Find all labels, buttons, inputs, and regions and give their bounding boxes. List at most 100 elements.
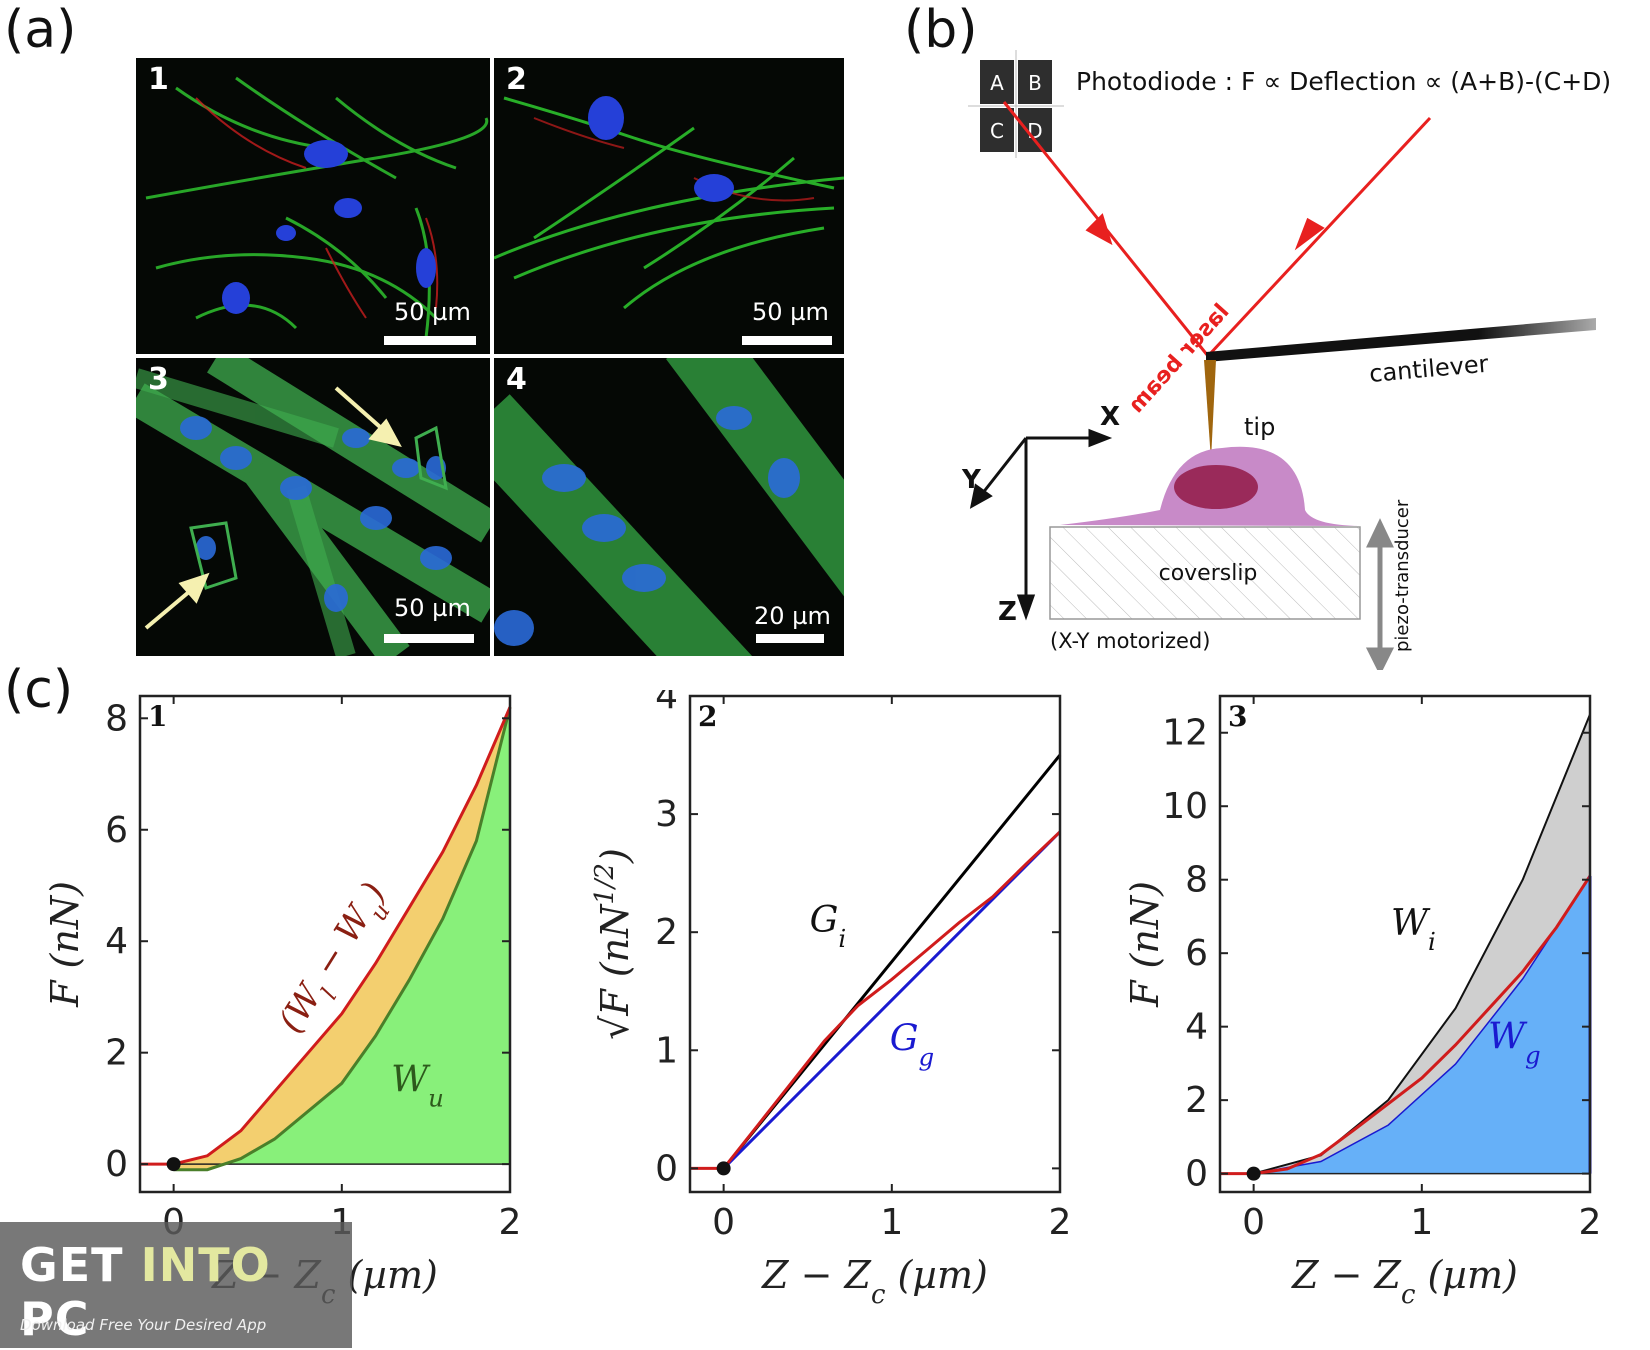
watermark-subtitle: Download Free Your Desired App	[20, 1316, 267, 1334]
cantilever-label: cantilever	[1368, 350, 1490, 388]
contact-point	[166, 1157, 181, 1172]
photodiode: A B C D	[968, 50, 1064, 158]
annotation-wi: Wi	[1391, 903, 1436, 956]
x-tick-label: 1	[880, 1202, 903, 1243]
x-axis-label: Z − Zc (µm)	[1291, 1253, 1518, 1310]
plot-number: 3	[1228, 700, 1247, 733]
y-tick-label: 4	[1185, 1007, 1208, 1048]
y-tick-label: 3	[655, 794, 678, 835]
y-tick-label: 6	[105, 810, 128, 851]
x-tick-label: 1	[1410, 1202, 1433, 1243]
scale-bar-label: 20 µm	[754, 602, 831, 630]
coverslip-label: coverslip	[1159, 561, 1258, 586]
y-tick-label: 4	[105, 921, 128, 962]
contact-point	[716, 1161, 731, 1176]
y-axis-label: F (nN)	[43, 881, 87, 1008]
contact-point	[1246, 1166, 1261, 1181]
y-tick-label: 4	[655, 690, 678, 717]
watermark-logo: GET INTO PC Download Free Your Desired A…	[0, 1222, 352, 1348]
scale-bar	[384, 634, 474, 643]
micrograph-1: 1 50 µm	[136, 58, 490, 354]
area-wg	[1253, 876, 1590, 1174]
fibroblast-image	[145, 76, 489, 339]
plot-2: 2 0 1 2 0 1 2 3 4 Z − Zc (µm) √F (nN1/2) Gi Gg	[590, 690, 1072, 1310]
y-tick-label: 2	[655, 912, 678, 953]
data-curve	[1220, 875, 1592, 1176]
annotation-gi: Gi	[810, 900, 847, 953]
y-tick-label: 6	[1185, 933, 1208, 974]
nucleus	[1174, 465, 1258, 509]
annotation-gg: Gg	[890, 1018, 934, 1070]
micrograph-number: 3	[148, 362, 169, 397]
axis-y-label: Y	[961, 465, 982, 495]
y-axis-label: √F (nN1/2)	[590, 848, 637, 1040]
scale-bar-label: 50 µm	[394, 298, 471, 326]
piezo-arrow	[1365, 518, 1395, 670]
piezo-label: piezo-transducer	[1392, 499, 1413, 652]
quadrant-a: A	[990, 71, 1004, 95]
data-curve	[690, 830, 1062, 1170]
micrograph-number: 2	[506, 62, 527, 97]
cantilever	[1206, 318, 1596, 362]
scale-bar	[742, 336, 832, 345]
y-tick-label: 2	[105, 1033, 128, 1074]
myotube-image	[136, 358, 490, 656]
area-under-unloading	[173, 707, 510, 1170]
micrograph-2: 2 50 µm	[494, 58, 844, 354]
scale-bar	[384, 336, 476, 345]
annotation-wu: Wu	[391, 1060, 444, 1113]
quadrant-c: C	[990, 119, 1004, 143]
axis-z-label: Z	[998, 597, 1017, 627]
fibroblast-image	[494, 96, 844, 310]
y-tick-label: 0	[105, 1144, 128, 1185]
coverslip	[1049, 526, 1361, 620]
y-tick-label: 0	[1185, 1154, 1208, 1195]
x-tick-label: 2	[1049, 1202, 1072, 1243]
micrograph-number: 1	[148, 62, 169, 97]
x-tick-label: 0	[712, 1202, 735, 1243]
panel-c-label: (c)	[4, 660, 74, 720]
y-tick-label: 8	[105, 698, 128, 739]
plot-1: 101202468Z − Zc (µm)F (nN)(Wl − Wu)Wu	[43, 694, 522, 1310]
myotube-image	[494, 358, 844, 656]
plot-frame	[138, 694, 512, 1194]
y-tick-label: 10	[1162, 786, 1208, 827]
y-axis-label: F (nN)	[1123, 881, 1167, 1008]
x-tick-label: 0	[1242, 1202, 1265, 1243]
plot-frame	[688, 694, 1062, 1194]
axis-x-label: X	[1100, 402, 1120, 432]
line-wg	[1253, 875, 1591, 1175]
y-tick-label: 8	[1185, 860, 1208, 901]
loading-curve	[140, 706, 512, 1166]
scale-bar-label: 50 µm	[752, 298, 829, 326]
plot-number: 2	[698, 700, 717, 733]
y-tick-label: 12	[1162, 713, 1208, 754]
micrograph-3: 3 50 µm	[136, 358, 490, 656]
coordinate-axes	[969, 428, 1113, 621]
line-gg	[722, 830, 1062, 1170]
laser-beam	[1002, 101, 1432, 358]
x-axis-label: Z − Zc (µm)	[761, 1253, 988, 1310]
micrograph-number: 4	[506, 362, 527, 397]
unloading-curve	[173, 706, 512, 1172]
plot-frame	[1218, 694, 1592, 1194]
micrograph-4: 4 20 µm	[494, 358, 844, 656]
y-tick-label: 0	[655, 1148, 678, 1189]
afm-tip	[1204, 360, 1216, 460]
y-tick-label: 2	[1185, 1080, 1208, 1121]
stage-label: (X-Y motorized)	[1050, 629, 1210, 653]
y-tick-label: 1	[655, 1030, 678, 1071]
panel-b-label: (b)	[904, 0, 978, 60]
x-tick-label: 2	[1579, 1202, 1602, 1243]
panel-a-label: (a)	[4, 0, 77, 60]
afm-diagram: A B C D Photodiode : F ∝ Deflection ∝ (A…	[961, 50, 1611, 670]
x-tick-label: 2	[499, 1202, 522, 1243]
tip-label: tip	[1244, 413, 1275, 441]
quadrant-b: B	[1028, 71, 1042, 95]
watermark-title: GET INTO PC	[20, 1238, 271, 1346]
area-between-curves	[173, 707, 510, 1170]
photodiode-label: Photodiode : F ∝ Deflection ∝ (A+B)-(C+D…	[1076, 67, 1611, 96]
scale-bar	[756, 634, 824, 643]
annotation-wg: Wg	[1488, 1017, 1541, 1070]
